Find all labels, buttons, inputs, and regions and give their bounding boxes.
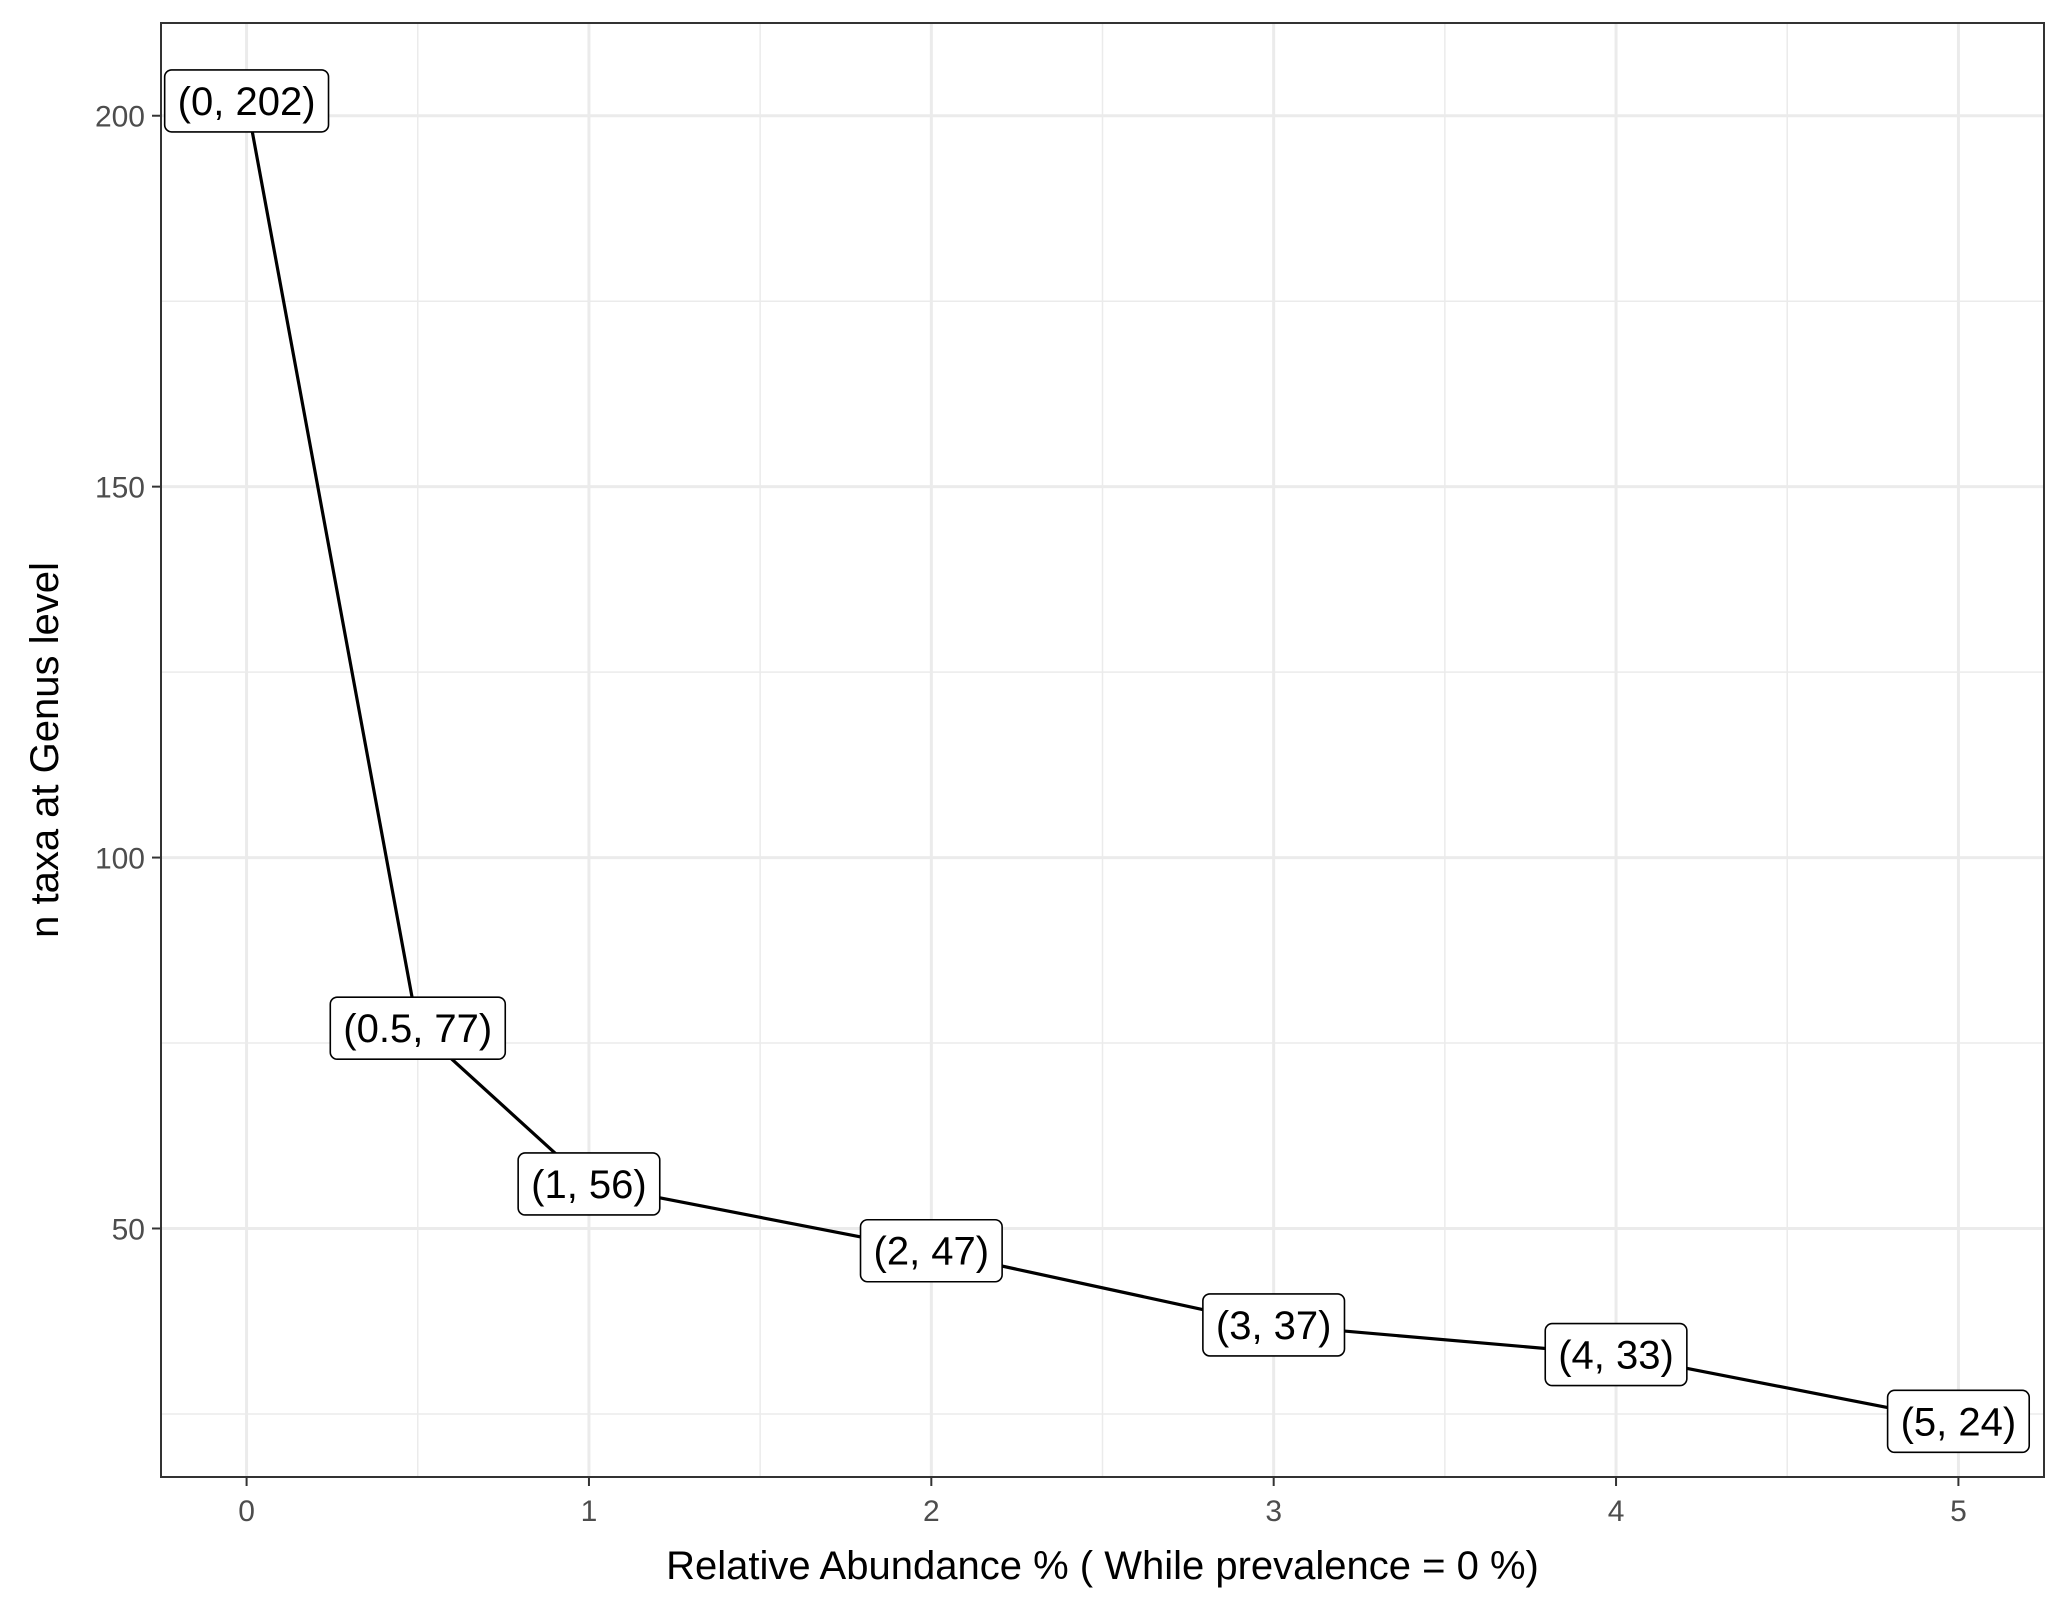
y-tick-label-2: 150 (95, 472, 145, 505)
x-tick-label-3: 3 (1265, 1495, 1282, 1528)
x-tick-label-2: 2 (923, 1495, 940, 1528)
point-label-box (329, 996, 507, 1060)
x-axis-title: Relative Abundance % ( While prevalence … (666, 1544, 1539, 1588)
point-label-2: (1, 56) (517, 1152, 661, 1216)
x-tick-label-5: 5 (1950, 1495, 1967, 1528)
x-axis: 0 1 2 3 4 5 (238, 1477, 1967, 1528)
point-label-box (163, 69, 330, 133)
x-tick-label-0: 0 (238, 1495, 255, 1528)
point-label-text: (0, 202) (178, 80, 316, 124)
major-gridlines (161, 23, 2044, 1477)
point-label-6: (5, 24) (1886, 1389, 2031, 1454)
point-label-text: (1, 56) (531, 1163, 647, 1207)
y-tick-label-1: 100 (95, 843, 145, 876)
point-label-box (859, 1218, 1003, 1283)
y-axis: 50 100 150 200 (95, 101, 161, 1246)
point-label-0: (0, 202) (163, 69, 330, 133)
y-tick-label-3: 200 (95, 101, 145, 134)
panel-border (160, 22, 2045, 1478)
point-label-box (517, 1152, 661, 1216)
point-label-5: (4, 33) (1544, 1322, 1688, 1387)
point-label-text: (4, 33) (1558, 1334, 1674, 1378)
point-label-text: (5, 24) (1901, 1400, 2017, 1444)
x-tick-label-1: 1 (581, 1495, 598, 1528)
point-label-box (1886, 1389, 2031, 1454)
point-label-text: (3, 37) (1216, 1304, 1332, 1348)
y-tick-label-0: 50 (112, 1213, 145, 1246)
point-label-box (1544, 1322, 1688, 1387)
point-label-1: (0.5, 77) (329, 996, 507, 1060)
y-axis-title: n taxa at Genus level (23, 562, 67, 938)
x-tick-label-4: 4 (1608, 1495, 1625, 1528)
point-label-box (1202, 1293, 1346, 1357)
point-label-text: (2, 47) (874, 1230, 990, 1274)
point-label-3: (2, 47) (859, 1218, 1003, 1283)
point-label-text: (0.5, 77) (343, 1007, 492, 1051)
point-labels: (0, 202) (0.5, 77) (1, 56) (2, 47) (3, 37) (4… (163, 69, 2031, 1454)
point-label-4: (3, 37) (1202, 1293, 1346, 1357)
